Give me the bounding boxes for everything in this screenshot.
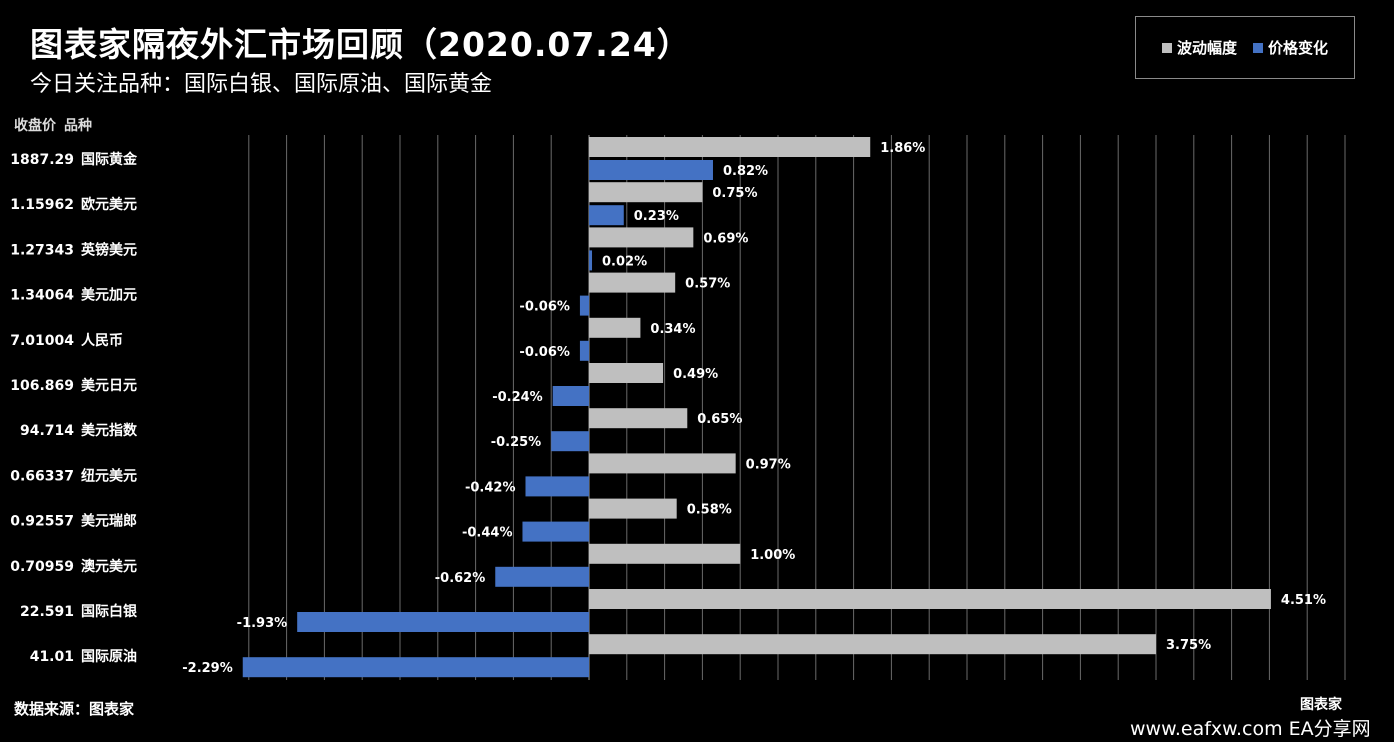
bar-change <box>551 431 589 452</box>
category-label: 人民币 <box>81 332 123 349</box>
legend-swatch-change <box>1253 42 1263 53</box>
bar-change <box>522 521 589 542</box>
bar-volatility <box>589 272 676 293</box>
legend-item-change: 价格变化 <box>1253 37 1328 58</box>
close-price-label: 1.27343 <box>10 242 74 258</box>
data-label-change: 0.23% <box>634 209 679 224</box>
legend-label-change: 价格变化 <box>1268 39 1329 57</box>
data-source: 数据来源：图表家 <box>14 700 135 718</box>
close-price-label: 1.15962 <box>10 197 74 213</box>
data-label-change: -1.93% <box>237 616 288 631</box>
watermark-label: EA分享网 <box>1288 718 1371 740</box>
close-price-label: 94.714 <box>20 423 74 439</box>
data-label-change: -0.24% <box>492 390 543 405</box>
close-price-label: 1.34064 <box>10 288 74 304</box>
bar-change <box>525 476 589 497</box>
data-label-change: -0.06% <box>519 345 570 360</box>
bar-volatility <box>589 408 688 429</box>
bar-change <box>579 340 589 361</box>
watermark-site: www.eafxw.com <box>1130 718 1283 740</box>
close-price-label: 106.869 <box>10 378 74 394</box>
category-label: 美元加元 <box>81 287 137 304</box>
data-label-volatility: 0.34% <box>650 322 695 337</box>
legend: 波动幅度 价格变化 <box>1135 16 1355 79</box>
watermark: www.eafxw.com EA分享网 <box>1130 714 1371 741</box>
bar-volatility <box>589 543 741 564</box>
bar-change <box>579 295 589 316</box>
category-label: 美元指数 <box>81 422 138 439</box>
data-label-volatility: 1.86% <box>880 141 925 156</box>
bar-change <box>297 612 589 632</box>
chart-subtitle: 今日关注品种：国际白银、国际原油、国际黄金 <box>30 72 493 97</box>
data-label-change: -0.06% <box>519 300 570 315</box>
bar-volatility <box>589 182 703 203</box>
data-label-change: -0.62% <box>435 571 486 586</box>
bar-volatility <box>589 317 641 338</box>
bar-volatility <box>589 589 1271 609</box>
close-price-label: 0.66337 <box>10 468 74 484</box>
data-label-change: 0.82% <box>723 164 768 179</box>
data-label-volatility: 0.57% <box>685 277 730 292</box>
category-label: 国际黄金 <box>81 151 138 168</box>
column-headers: 收盘价 品种 <box>14 115 100 135</box>
data-label-change: -2.29% <box>182 661 233 676</box>
bar-change <box>552 386 589 406</box>
bar-volatility <box>589 363 664 383</box>
close-price-label: 1887.29 <box>10 152 74 168</box>
data-label-change: -0.42% <box>465 480 516 495</box>
category-label: 欧元美元 <box>81 196 137 213</box>
data-label-volatility: 1.00% <box>750 548 795 563</box>
watermark-brand: 图表家 <box>1300 697 1342 713</box>
bar-volatility <box>589 227 694 248</box>
data-label-volatility: 0.58% <box>687 503 732 518</box>
data-label-volatility: 0.69% <box>703 231 748 246</box>
data-label-volatility: 0.65% <box>697 412 742 427</box>
close-price-label: 41.01 <box>30 649 74 665</box>
legend-swatch-volatility <box>1161 42 1172 53</box>
bar-change <box>589 205 624 226</box>
chart-title: 图表家隔夜外汇市场回顾（2020.07.24） <box>30 25 691 64</box>
legend-label-volatility: 波动幅度 <box>1176 39 1237 57</box>
category-label: 国际原油 <box>81 648 137 665</box>
data-label-volatility: 3.75% <box>1166 638 1211 653</box>
category-label: 国际白银 <box>81 603 138 620</box>
bar-change <box>495 566 589 587</box>
bar-volatility <box>589 634 1156 655</box>
data-label-change: -0.44% <box>462 526 513 541</box>
bar-change <box>589 250 593 271</box>
close-price-label: 22.591 <box>20 604 74 620</box>
close-price-label: 0.92557 <box>10 514 74 530</box>
category-label: 美元日元 <box>81 377 137 394</box>
data-label-volatility: 4.51% <box>1281 593 1326 608</box>
bar-change <box>589 160 713 180</box>
bar-volatility <box>589 498 677 519</box>
data-label-volatility: 0.75% <box>712 186 757 201</box>
bar-volatility <box>589 137 871 157</box>
category-label: 英镑美元 <box>80 241 137 258</box>
category-label: 纽元美元 <box>81 467 137 484</box>
column-header-name: 品种 <box>64 118 92 134</box>
close-price-label: 7.01004 <box>10 333 74 349</box>
bar-change <box>242 657 589 678</box>
data-label-volatility: 0.49% <box>673 367 718 382</box>
data-label-change: -0.25% <box>491 435 542 450</box>
column-header-price: 收盘价 <box>14 118 56 134</box>
category-label: 美元瑞郎 <box>81 513 137 530</box>
data-label-volatility: 0.97% <box>746 457 791 472</box>
category-label: 澳元美元 <box>81 558 137 575</box>
legend-item-volatility: 波动幅度 <box>1161 37 1237 58</box>
bar-volatility <box>589 453 736 474</box>
data-label-change: 0.02% <box>602 254 647 269</box>
close-price-label: 0.70959 <box>10 559 74 575</box>
